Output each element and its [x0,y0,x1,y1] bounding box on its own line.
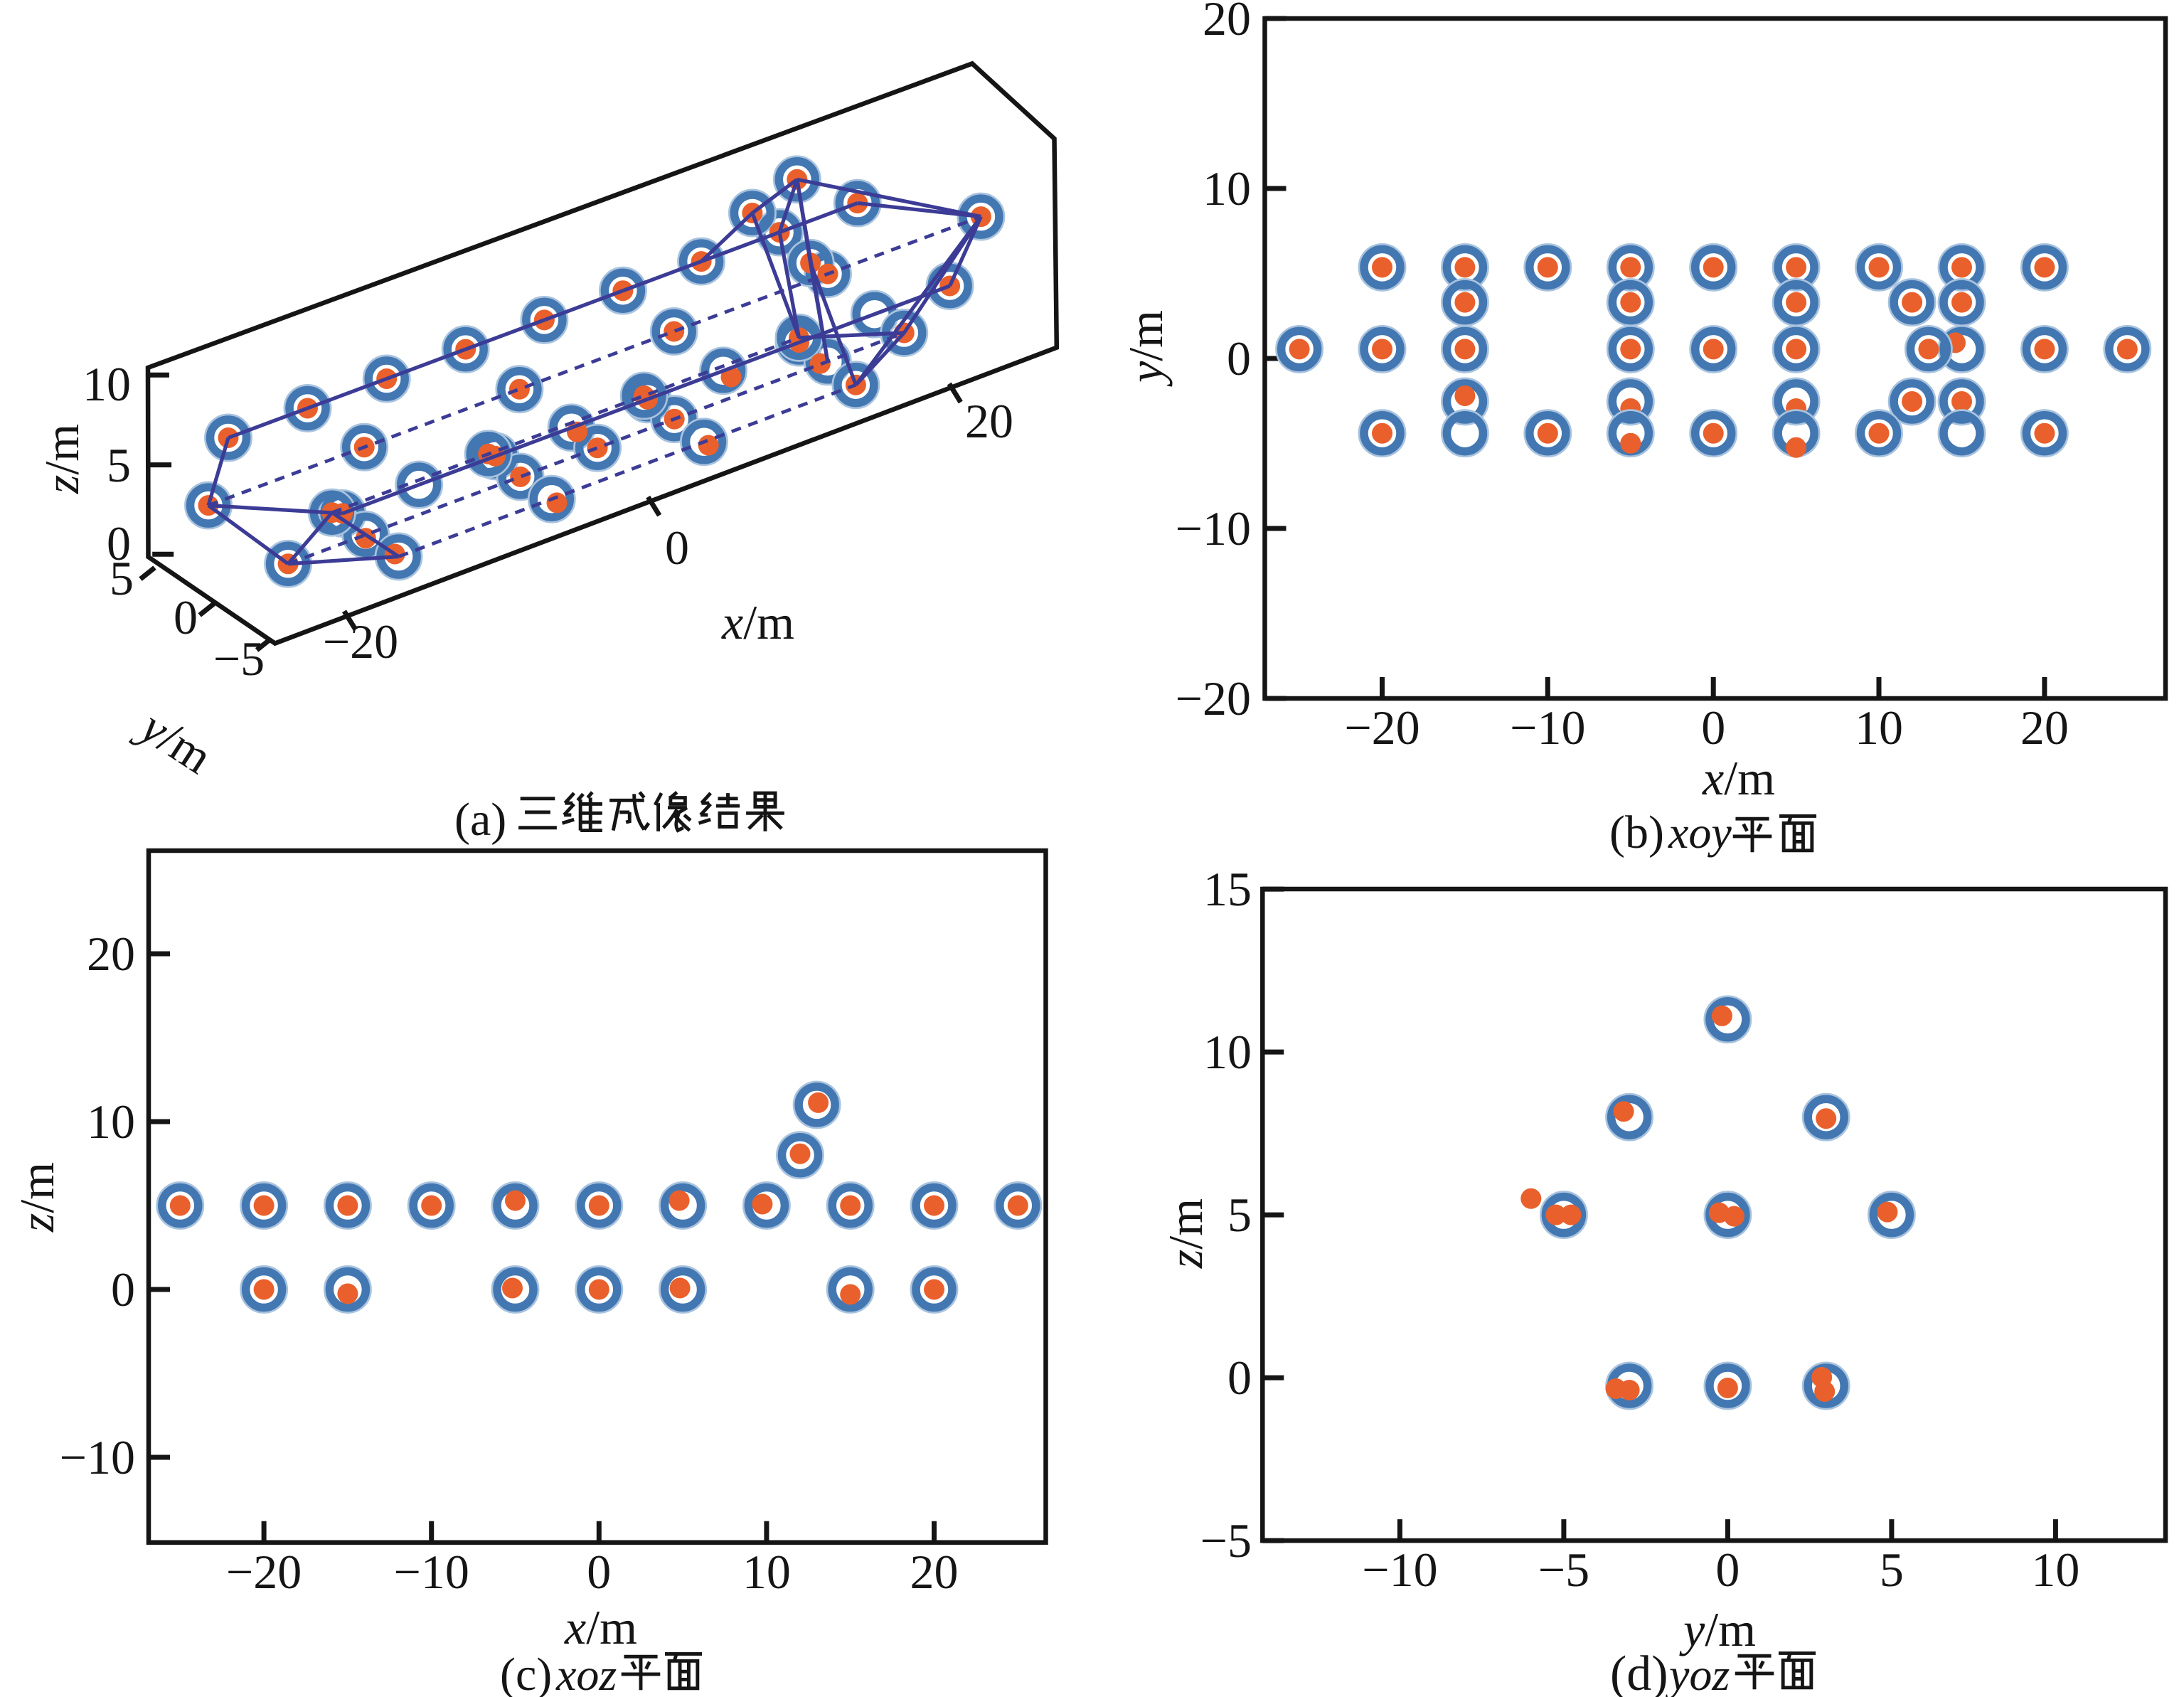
svg-text:5: 5 [107,438,131,492]
svg-text:10: 10 [87,1095,135,1149]
svg-text:−20: −20 [1344,701,1419,755]
svg-text:yoz: yoz [1665,1649,1730,1697]
svg-text:y/m: y/m [1679,1602,1756,1656]
svg-text:20: 20 [87,927,135,981]
svg-text:20: 20 [910,1545,959,1599]
svg-text:(b): (b) [1609,807,1664,858]
svg-text:−5: −5 [1200,1514,1252,1568]
svg-text:xoz: xoz [555,1649,617,1697]
svg-text:0: 0 [107,516,131,570]
svg-text:0: 0 [1715,1543,1740,1597]
svg-text:−10: −10 [60,1430,135,1484]
svg-text:10: 10 [742,1545,791,1599]
svg-text:0: 0 [1227,331,1251,385]
svg-text:0: 0 [587,1545,611,1599]
svg-text:0: 0 [111,1262,135,1316]
svg-text:15: 15 [1203,862,1252,916]
svg-text:0: 0 [174,590,198,644]
svg-text:−10: −10 [1510,701,1585,755]
svg-text:z/m: z/m [10,1162,64,1233]
svg-text:20: 20 [2020,701,2069,755]
svg-text:(d): (d) [1610,1647,1668,1697]
svg-text:−10: −10 [394,1545,469,1599]
svg-text:10: 10 [1203,1025,1252,1079]
svg-text:5: 5 [110,551,134,605]
svg-text:−20: −20 [226,1545,302,1599]
svg-text:−20: −20 [1176,671,1251,725]
svg-text:(c): (c) [500,1649,552,1697]
svg-text:5: 5 [1880,1543,1904,1597]
svg-text:x/m: x/m [564,1600,637,1654]
svg-text:0: 0 [1227,1351,1252,1405]
svg-text:z/m: z/m [1158,1198,1213,1269]
svg-text:x/m: x/m [721,595,794,649]
svg-text:10: 10 [1203,161,1251,216]
svg-text:0: 0 [1701,701,1725,755]
svg-text:y/m: y/m [1119,310,1173,387]
svg-text:10: 10 [82,357,131,411]
svg-text:−10: −10 [1176,501,1251,555]
svg-text:−5: −5 [213,632,265,686]
svg-text:10: 10 [2031,1543,2079,1597]
svg-text:0: 0 [665,521,689,575]
svg-text:5: 5 [1227,1188,1252,1242]
svg-text:−20: −20 [323,615,398,669]
svg-text:z/m: z/m [35,424,89,494]
svg-text:−10: −10 [1362,1543,1437,1597]
svg-text:20: 20 [1203,0,1251,46]
svg-text:(a): (a) [454,794,506,846]
svg-text:x/m: x/m [1702,751,1775,805]
svg-text:−5: −5 [1538,1543,1589,1597]
svg-text:20: 20 [965,394,1013,448]
svg-text:xoy: xoy [1668,807,1732,858]
svg-text:10: 10 [1855,701,1903,755]
